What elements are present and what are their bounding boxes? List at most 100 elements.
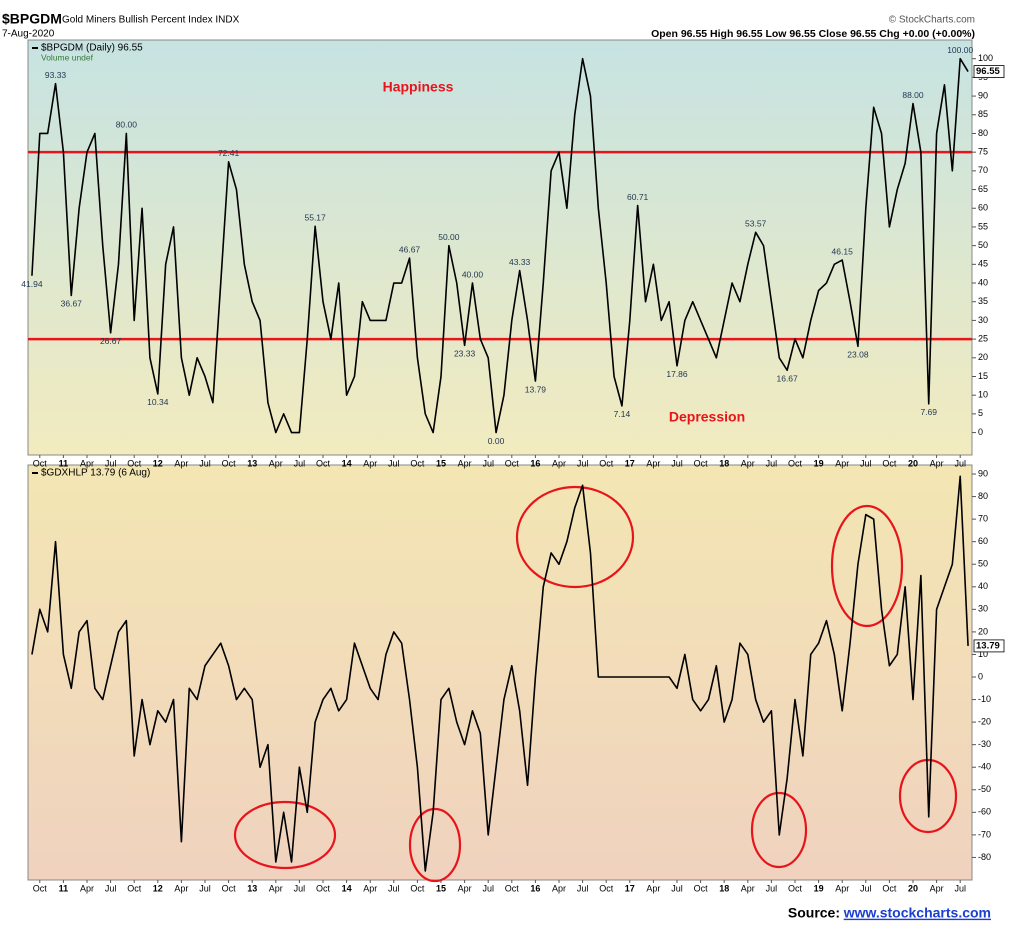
- y-tick-label: 55: [978, 221, 988, 231]
- x-tick-label: Apr: [458, 458, 472, 468]
- x-tick-label: 19: [814, 458, 824, 468]
- y-tick-label: 65: [978, 184, 988, 194]
- y-tick-label: 60: [978, 203, 988, 213]
- y-tick-label: -30: [978, 739, 991, 749]
- value-label: 23.33: [454, 349, 476, 359]
- y-tick-label: 60: [978, 536, 988, 546]
- value-label: 100.00: [947, 45, 973, 55]
- x-tick-label: Jul: [105, 458, 117, 468]
- x-tick-label: Oct: [599, 458, 614, 468]
- index-name: Gold Miners Bullish Percent Index INDX: [62, 15, 240, 26]
- y-tick-label: -20: [978, 716, 991, 726]
- x-tick-label: Oct: [410, 458, 425, 468]
- x-tick-label: 20: [908, 883, 918, 893]
- y-tick-label: 0: [978, 671, 983, 681]
- x-tick-label: Jul: [388, 883, 400, 893]
- circle: [233, 800, 337, 870]
- x-tick-label: Oct: [33, 883, 48, 893]
- highlight-circles: [233, 485, 958, 883]
- y-tick-label: 85: [978, 109, 988, 119]
- x-tick-label: Apr: [835, 883, 849, 893]
- legend-sub: Volume undef: [41, 52, 94, 62]
- x-tick-label: Apr: [930, 883, 944, 893]
- x-tick-label: Jul: [954, 458, 966, 468]
- x-tick-label: Oct: [316, 883, 331, 893]
- legend: $GDXHLP 13.79 (6 Aug): [41, 468, 150, 479]
- x-tick-label: Oct: [788, 458, 803, 468]
- x-tick-label: 16: [530, 458, 540, 468]
- value-label: 60.71: [627, 192, 649, 202]
- y-tick-label: -60: [978, 807, 991, 817]
- source-link[interactable]: www.stockcharts.com: [843, 905, 991, 921]
- x-tick-label: Apr: [174, 458, 188, 468]
- circle: [750, 791, 808, 869]
- last-value-label: 96.55: [976, 66, 1000, 77]
- x-tick-label: 12: [153, 883, 163, 893]
- y-tick-label: 20: [978, 352, 988, 362]
- x-tick-label: Jul: [671, 883, 683, 893]
- x-tick-label: Apr: [363, 458, 377, 468]
- x-tick-label: Apr: [552, 458, 566, 468]
- x-tick-label: 11: [59, 883, 69, 893]
- annotation: Depression: [669, 409, 745, 425]
- value-label: 7.69: [920, 407, 937, 417]
- value-label: 80.00: [116, 120, 138, 130]
- x-tick-label: 14: [342, 883, 352, 893]
- last-value-box: [973, 639, 1005, 653]
- y-tick-label: 30: [978, 315, 988, 325]
- y-tick-label: 70: [978, 165, 988, 175]
- x-tick-label: 12: [153, 458, 163, 468]
- value-label: 40.00: [462, 269, 484, 279]
- y-tick-label: 50: [978, 240, 988, 250]
- x-tick-label: Apr: [741, 458, 755, 468]
- symbol: $BPGDM: [2, 11, 62, 27]
- circle: [898, 758, 958, 834]
- value-label: 50.00: [438, 232, 460, 242]
- y-tick-label: 75: [978, 147, 988, 157]
- series-line: [31, 475, 969, 872]
- x-tick-label: 18: [719, 458, 729, 468]
- y-tick-label: 90: [978, 90, 988, 100]
- x-tick-label: Jul: [388, 458, 400, 468]
- x-tick-label: Jul: [482, 458, 494, 468]
- value-label: 10.34: [147, 397, 169, 407]
- x-tick-label: 18: [719, 883, 729, 893]
- credit: © StockCharts.com: [889, 15, 975, 26]
- date: 7-Aug-2020: [2, 29, 55, 40]
- x-tick-label: Oct: [222, 883, 237, 893]
- x-tick-label: Oct: [599, 883, 614, 893]
- value-label: 7.14: [614, 409, 631, 419]
- y-tick-label: -40: [978, 762, 991, 772]
- x-tick-label: Jul: [577, 458, 589, 468]
- circle: [515, 485, 635, 589]
- source-label: Source:: [788, 905, 840, 921]
- y-tick-label: 40: [978, 581, 988, 591]
- y-tick-label: 15: [978, 371, 988, 381]
- x-tick-label: Apr: [363, 883, 377, 893]
- value-label: 23.08: [847, 350, 869, 360]
- value-label: 0.00: [488, 436, 505, 446]
- x-tick-label: Jul: [671, 458, 683, 468]
- value-label: 16.67: [776, 373, 798, 383]
- x-tick-label: Apr: [835, 458, 849, 468]
- x-tick-label: 16: [530, 883, 540, 893]
- value-label: 26.67: [100, 336, 122, 346]
- y-tick-label: 80: [978, 128, 988, 138]
- x-tick-label: 15: [436, 883, 446, 893]
- y-tick-label: 100: [978, 53, 993, 63]
- x-tick-label: Oct: [694, 883, 709, 893]
- x-tick-label: Oct: [316, 458, 331, 468]
- x-tick-label: 13: [247, 883, 257, 893]
- x-tick-label: Jul: [860, 883, 872, 893]
- x-tick-label: Oct: [505, 883, 520, 893]
- last-value-label: 13.79: [976, 640, 1000, 651]
- y-tick-label: 40: [978, 277, 988, 287]
- y-tick-label: -70: [978, 829, 991, 839]
- circle: [830, 504, 904, 628]
- value-label: 72.41: [218, 148, 240, 158]
- value-label: 93.33: [45, 70, 67, 80]
- x-tick-label: Oct: [222, 458, 237, 468]
- value-label: 17.86: [666, 369, 688, 379]
